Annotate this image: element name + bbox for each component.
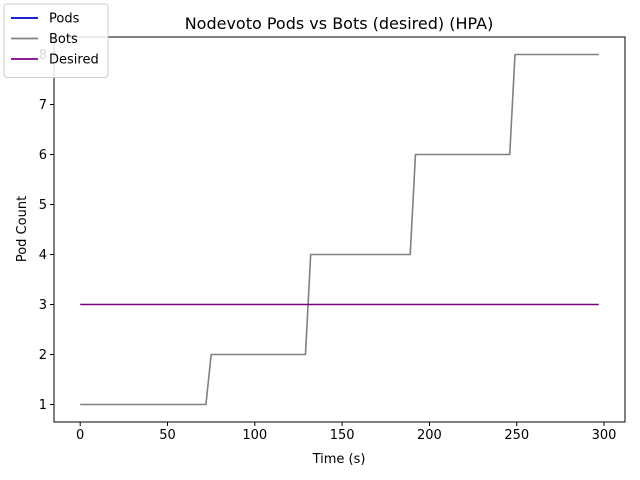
y-tick-label: 5 (39, 198, 47, 213)
chart-title: Nodevoto Pods vs Bots (desired) (HPA) (185, 14, 494, 33)
legend-label-pods: Pods (49, 12, 80, 27)
y-axis-label: Pod Count (15, 196, 30, 262)
x-axis-label: Time (s) (312, 452, 366, 467)
x-tick-label: 0 (76, 428, 84, 443)
x-tick-label: 100 (242, 428, 267, 443)
x-tick-label: 200 (417, 428, 442, 443)
legend: Pods Bots Desired (3, 3, 109, 78)
legend-label-desired: Desired (49, 53, 99, 68)
axes-frame (53, 36, 626, 423)
x-tick-label: 300 (592, 428, 617, 443)
series-line-bots (80, 53, 599, 406)
plot-area: 05010015020025030012345678 (39, 36, 626, 443)
y-tick-label: 2 (39, 348, 47, 363)
y-tick-label: 3 (39, 298, 47, 313)
y-tick-label: 7 (39, 98, 47, 113)
y-tick-label: 4 (39, 248, 47, 263)
x-tick-label: 50 (159, 428, 176, 443)
y-tick-label: 6 (39, 148, 47, 163)
x-tick-label: 250 (504, 428, 529, 443)
y-tick-label: 1 (39, 398, 47, 413)
x-tick-label: 150 (330, 428, 355, 443)
legend-label-bots: Bots (49, 32, 78, 47)
